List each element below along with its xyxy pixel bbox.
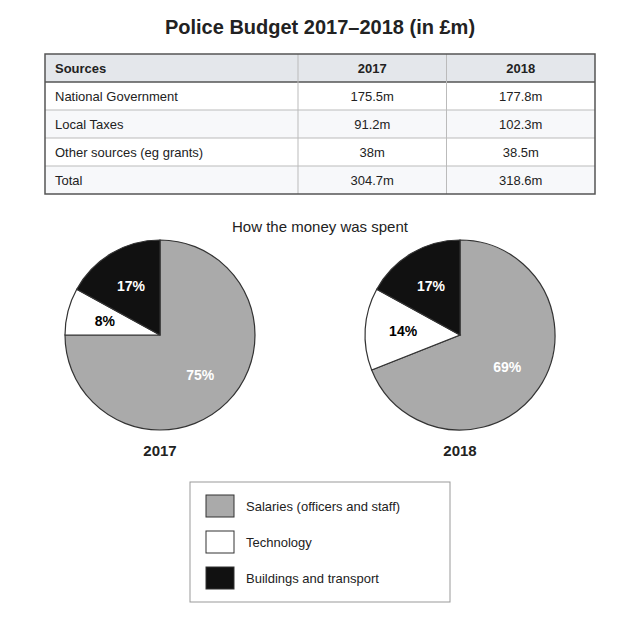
table-row-label: National Government	[55, 89, 178, 104]
title: Police Budget 2017–2018 (in £m)	[165, 16, 475, 38]
data-label: 69%	[493, 359, 522, 375]
table: Sources 2017 2018 National Government 175.5m…	[45, 54, 595, 194]
table-rule	[45, 166, 595, 167]
table-row-label: Other sources (eg grants)	[55, 145, 203, 160]
table-cell-label: 38.5m	[503, 145, 539, 160]
table-cell	[298, 82, 447, 110]
legend: Salaries (officers and staff) Technology B…	[190, 482, 450, 602]
table-rule	[298, 54, 299, 194]
table-row-bg	[45, 166, 595, 194]
subtitle: How the money was spent	[232, 218, 409, 235]
data-label: 8%	[95, 313, 116, 329]
legend-box	[190, 482, 450, 602]
table-cell	[447, 110, 596, 138]
data-label: 75%	[186, 367, 215, 383]
table-rule	[45, 110, 595, 111]
legend-label: Technology	[246, 535, 312, 550]
pie	[65, 240, 255, 430]
table-header: Sources	[55, 61, 106, 76]
table-row-label: Local Taxes	[55, 117, 124, 132]
table-row-label: Total	[55, 173, 83, 188]
legend-swatch	[206, 531, 234, 553]
table-cell-label: 38m	[360, 145, 385, 160]
table-border	[45, 54, 595, 194]
table-cell-label: 102.3m	[499, 117, 542, 132]
table-row-bg	[45, 82, 595, 110]
chart-svg: Police Budget 2017–2018 (in £m) Sources 20…	[0, 0, 640, 625]
legend-swatch	[206, 495, 234, 517]
table-cell-label: 304.7m	[351, 173, 394, 188]
pie-slice	[77, 240, 160, 335]
table-cell	[447, 166, 596, 194]
chart-container: Police Budget 2017–2018 (in £m) Sources 20…	[0, 0, 640, 625]
table-header: 2017	[358, 61, 387, 76]
table-header: 2018	[506, 61, 535, 76]
table-header-bg	[45, 54, 595, 82]
table-rule	[45, 138, 595, 139]
table-cell-label: 175.5m	[351, 89, 394, 104]
table-cell-label: 91.2m	[354, 117, 390, 132]
background	[0, 0, 640, 625]
table-cell	[447, 82, 596, 110]
table-cell	[298, 138, 447, 166]
data-label: 17%	[117, 278, 146, 294]
table-row-bg	[45, 138, 595, 166]
pie-slice	[372, 240, 555, 430]
table-cell	[298, 166, 447, 194]
table-row-bg	[45, 110, 595, 138]
table-cell-label: 177.8m	[499, 89, 542, 104]
legend-label: Salaries (officers and staff)	[246, 499, 400, 514]
data-label: 17%	[417, 278, 446, 294]
pie-title: 2018	[443, 442, 476, 459]
pie	[365, 240, 555, 430]
table-rule	[446, 54, 447, 194]
pie-slice	[65, 240, 255, 430]
table-cell	[447, 138, 596, 166]
pie-title: 2017	[143, 442, 176, 459]
data-label: 14%	[389, 323, 418, 339]
legend-swatch	[206, 567, 234, 589]
table-rule	[45, 81, 595, 83]
pie-slice	[377, 240, 460, 335]
table-cell	[298, 110, 447, 138]
legend-label: Buildings and transport	[246, 571, 379, 586]
table-cell-label: 318.6m	[499, 173, 542, 188]
